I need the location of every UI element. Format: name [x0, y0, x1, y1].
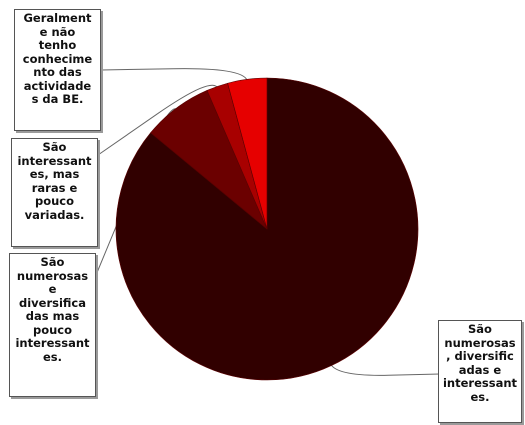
leader-line-4 — [100, 68, 248, 82]
label-numerosas-diversificadas-interessantes: São numerosas , diversific adas e intere… — [438, 320, 522, 423]
label-interessantes-raras: São interessant es, mas raras e pouco va… — [11, 138, 98, 247]
leader-line-1 — [329, 363, 441, 376]
leader-lines — [95, 68, 441, 376]
pie-slice-4 — [227, 77, 268, 230]
pie-slices — [115, 77, 419, 381]
pie-slice-1 — [115, 77, 419, 381]
label-numerosas-pouco-interessantes: São numerosas e diversifica das mas pouc… — [9, 253, 96, 397]
label-sem-conhecimento: Geralment e não tenho conhecime nto das … — [14, 9, 101, 131]
leader-line-3 — [97, 84, 219, 156]
